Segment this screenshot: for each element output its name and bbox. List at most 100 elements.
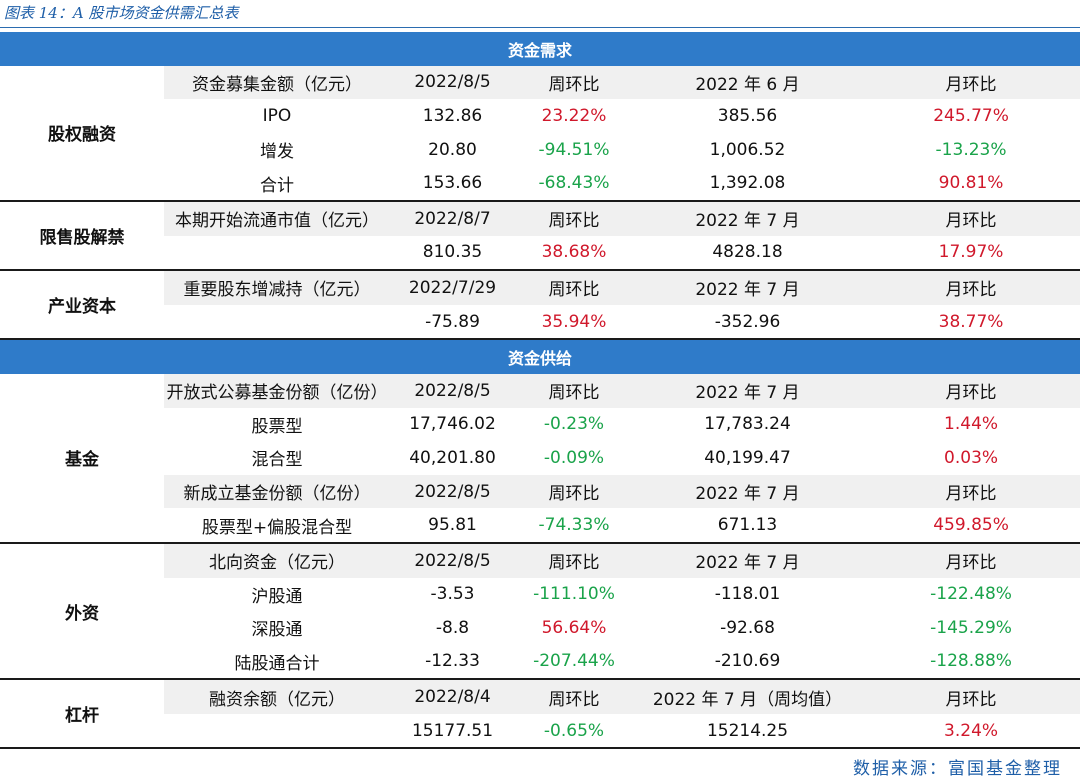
table-row: 混合型 40,201.80 -0.09% 40,199.47 0.03% — [0, 441, 1080, 475]
bottom-rule — [0, 747, 1080, 749]
table-row: 810.35 38.68% 4828.18 17.97% — [0, 236, 1080, 271]
month-value: 2022 年 7 月（周均值） — [633, 678, 862, 714]
metric-label: 融资余额（亿元） — [164, 678, 390, 714]
month-value: -210.69 — [714, 651, 781, 672]
month-value: 2022 年 7 月 — [633, 541, 862, 578]
metric-label: 股票型+偏股混合型 — [201, 517, 353, 538]
date-value: -3.53 — [430, 584, 475, 605]
weekly-change: -94.51% — [538, 139, 610, 160]
supply-demand-table: 资金需求 股权融资 资金募集金额（亿元） 2022/8/5 周环比 2022 年 6 月月… — [0, 32, 1080, 748]
category-label: 基金 — [0, 373, 164, 543]
table-row: 产业资本 重要股东增减持（亿元） 2022/7/29 周环比 2022 年 7 月月环比 — [0, 269, 1080, 340]
monthly-change: 月环比 — [862, 373, 1080, 408]
weekly-change: -68.43% — [538, 173, 610, 194]
table-row: 增发 20.80 -94.51% 1,006.52 -13.23% — [0, 133, 1080, 167]
table-row: -75.89 35.94% -352.96 38.77% — [0, 305, 1080, 340]
date-value: 20.80 — [428, 139, 477, 160]
monthly-change: 月环比 — [862, 269, 1080, 305]
month-value: -118.01 — [714, 584, 781, 605]
metric-label: 股票型 — [251, 416, 303, 437]
table-row: 外资 北向资金（亿元） 2022/8/5 周环比 2022 年 7 月月环比 — [0, 541, 1080, 680]
month-value: 15214.25 — [706, 720, 789, 741]
date-value: -75.89 — [425, 311, 480, 332]
month-value: 385.56 — [717, 105, 778, 126]
metric-label: 沪股通 — [251, 586, 303, 607]
month-value: 2022 年 7 月 — [633, 474, 862, 509]
monthly-change: 月环比 — [862, 474, 1080, 509]
weekly-change: 38.68% — [541, 242, 607, 263]
metric-label: 合计 — [260, 175, 294, 196]
metric-label: 增发 — [260, 142, 294, 163]
weekly-change: 周环比 — [515, 474, 633, 509]
metric-label: 陆股通合计 — [234, 653, 320, 674]
category-label: 外资 — [0, 541, 164, 680]
table-row: 新成立基金份额（亿份） 2022/8/5 周环比 2022 年 7 月月环比 — [0, 474, 1080, 509]
date-value: 2022/7/29 — [390, 269, 515, 305]
table-row: 杠杆 融资余额（亿元） 2022/8/4 周环比 2022 年 7 月（周均值） 月环比 — [0, 678, 1080, 748]
monthly-change: -13.23% — [935, 139, 1007, 160]
monthly-change: 月环比 — [862, 541, 1080, 578]
table-row: 基金 开放式公募基金份额（亿份） 2022/8/5 周环比 2022 年 7 月月环比 — [0, 373, 1080, 543]
monthly-change: -145.29% — [930, 617, 1012, 638]
weekly-change: 周环比 — [515, 269, 633, 305]
metric-label: 本期开始流通市值（亿元） — [164, 199, 390, 236]
category-label: 产业资本 — [0, 269, 164, 340]
table-row: 股权融资 资金募集金额（亿元） 2022/8/5 周环比 2022 年 6 月月环比 — [0, 65, 1080, 201]
date-value: 2022/8/7 — [390, 199, 515, 236]
month-value: 671.13 — [717, 515, 778, 536]
monthly-change: 0.03% — [944, 447, 999, 468]
weekly-change: 周环比 — [515, 373, 633, 408]
date-value: 2022/8/5 — [390, 474, 515, 509]
monthly-change: 459.85% — [933, 515, 1009, 536]
weekly-change: 23.22% — [541, 105, 607, 126]
weekly-change: -0.65% — [543, 720, 605, 741]
weekly-change: 周环比 — [515, 199, 633, 236]
category-label: 限售股解禁 — [0, 199, 164, 271]
date-value: 40,201.80 — [409, 447, 496, 468]
month-value: 2022 年 7 月 — [633, 373, 862, 408]
metric-label: 混合型 — [251, 450, 303, 471]
table-row: IPO 132.86 23.22% 385.56 245.77% — [0, 99, 1080, 133]
date-value: 2022/8/4 — [390, 678, 515, 714]
section-title: 资金需求 — [0, 32, 1080, 66]
date-value: 810.35 — [422, 242, 483, 263]
metric-label: 重要股东增减持（亿元） — [164, 269, 390, 305]
metric-label: 资金募集金额（亿元） — [164, 65, 390, 100]
category-label: 杠杆 — [0, 678, 164, 748]
metric-label: 新成立基金份额（亿份） — [164, 474, 390, 509]
monthly-change: 月环比 — [862, 678, 1080, 714]
metric-label — [164, 714, 390, 748]
date-value: 153.66 — [422, 173, 483, 194]
monthly-change: 3.24% — [944, 720, 999, 741]
monthly-change: -128.88% — [930, 651, 1012, 672]
weekly-change: -74.33% — [538, 515, 610, 536]
section-header-row: 资金需求 — [0, 32, 1080, 66]
month-value: 2022 年 7 月 — [633, 269, 862, 305]
section-header-row: 资金供给 — [0, 338, 1080, 374]
section-title: 资金供给 — [0, 338, 1080, 374]
month-value: 17,783.24 — [704, 414, 791, 435]
weekly-change: 周环比 — [515, 65, 633, 100]
date-value: 15177.51 — [411, 720, 494, 741]
month-value: 4828.18 — [712, 242, 783, 263]
date-value: -12.33 — [425, 651, 480, 672]
month-value: -92.68 — [720, 617, 775, 638]
monthly-change: 17.97% — [938, 242, 1004, 263]
monthly-change: 245.77% — [933, 105, 1009, 126]
table-row: 深股通 -8.8 56.64% -92.68 -145.29% — [0, 611, 1080, 645]
table-row: 合计 153.66 -68.43% 1,392.08 90.81% — [0, 166, 1080, 201]
weekly-change: 56.64% — [541, 617, 607, 638]
caption-rule — [0, 27, 1080, 28]
figure-caption: 图表 14：A 股市场资金供需汇总表 — [4, 4, 239, 22]
weekly-change: 周环比 — [515, 678, 633, 714]
table-row: 限售股解禁 本期开始流通市值（亿元） 2022/8/7 周环比 2022 年 7 月月环… — [0, 199, 1080, 271]
weekly-change: -0.23% — [543, 414, 605, 435]
weekly-change: -111.10% — [533, 584, 615, 605]
metric-label — [164, 236, 390, 271]
month-value: 1,006.52 — [709, 139, 786, 160]
month-value: 2022 年 7 月 — [633, 199, 862, 236]
date-value: 2022/8/5 — [390, 373, 515, 408]
date-value: 132.86 — [422, 105, 483, 126]
metric-label: 深股通 — [251, 620, 303, 641]
date-value: 2022/8/5 — [390, 541, 515, 578]
